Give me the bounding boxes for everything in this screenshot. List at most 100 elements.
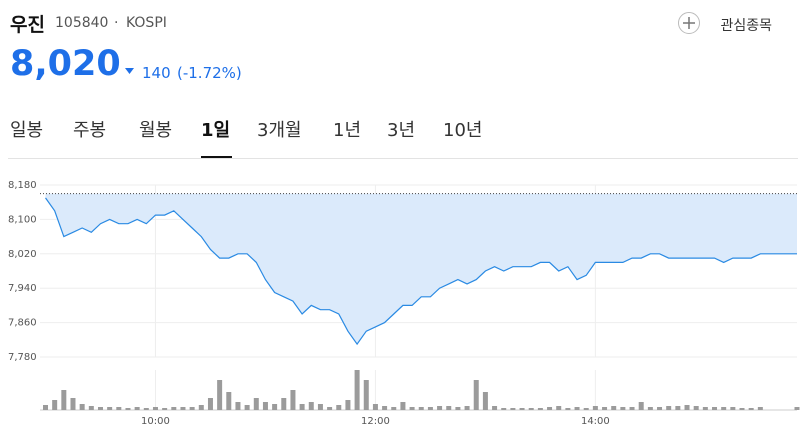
volume-bar bbox=[794, 407, 800, 410]
volume-bar bbox=[281, 398, 287, 410]
volume-bar bbox=[455, 407, 461, 410]
volume-bar bbox=[70, 398, 76, 410]
x-tick-label: 14:00 bbox=[581, 416, 610, 427]
volume-bar bbox=[52, 400, 58, 410]
volume-bar bbox=[427, 407, 433, 410]
volume-bar bbox=[253, 398, 259, 410]
tab[interactable]: 일봉 bbox=[10, 120, 44, 141]
down-arrow bbox=[125, 68, 134, 74]
volume-bar bbox=[482, 392, 488, 410]
volume-bar bbox=[336, 405, 342, 410]
volume-bar bbox=[391, 407, 397, 410]
volume-bar bbox=[464, 406, 470, 410]
volume-bar bbox=[510, 408, 516, 410]
volume-bar bbox=[647, 407, 653, 410]
volume-bar bbox=[79, 404, 85, 410]
market: KOSPI bbox=[126, 15, 167, 31]
volume-bar bbox=[134, 407, 140, 410]
volume-bar bbox=[308, 402, 314, 410]
tab-underline bbox=[201, 156, 232, 158]
volume-bar bbox=[42, 405, 48, 410]
chart: 7,780 7,860 7,940 8,020 8,100 8,180 10:00 12:00… bbox=[8, 180, 800, 427]
plus-icon bbox=[683, 17, 695, 29]
volume-bar bbox=[712, 407, 718, 410]
tab[interactable]: 월봉 bbox=[139, 120, 173, 141]
volume-bar bbox=[327, 407, 333, 410]
volume-bar bbox=[152, 407, 158, 410]
divider bbox=[8, 158, 798, 159]
volume-bar bbox=[528, 408, 534, 410]
y-tick-label: 7,780 bbox=[8, 352, 37, 363]
volume-bar bbox=[721, 407, 727, 410]
separator: · bbox=[114, 15, 119, 31]
volume-bar bbox=[739, 408, 745, 410]
volume-bar bbox=[372, 404, 378, 410]
watch-button[interactable]: 관심종목 bbox=[720, 18, 772, 34]
volume-bar bbox=[125, 408, 131, 410]
tab[interactable]: 주봉 bbox=[73, 120, 107, 141]
volume-bar bbox=[611, 406, 617, 410]
y-tick-label: 8,100 bbox=[8, 214, 37, 225]
y-tick-label: 7,940 bbox=[8, 283, 37, 294]
volume-bar bbox=[629, 407, 635, 410]
volume-bar bbox=[272, 404, 278, 410]
volume-bar bbox=[345, 400, 351, 410]
add-watch-icon[interactable] bbox=[678, 12, 700, 34]
volume-bar bbox=[363, 380, 369, 410]
volume-bar bbox=[143, 408, 149, 410]
change-pct: (-1.72%) bbox=[177, 64, 242, 82]
volume-bar bbox=[171, 407, 177, 410]
volume-bar bbox=[657, 407, 663, 410]
volume-bar bbox=[400, 402, 406, 410]
tab[interactable]: 3년 bbox=[387, 120, 416, 141]
change: 140 bbox=[142, 64, 171, 82]
volume-bar bbox=[492, 406, 498, 410]
volume-bar bbox=[382, 406, 388, 410]
volume-bar bbox=[519, 408, 525, 410]
volume-bar bbox=[730, 407, 736, 410]
tab[interactable]: 1일 bbox=[201, 120, 231, 141]
y-tick-label: 8,180 bbox=[8, 180, 37, 191]
y-tick-label: 8,020 bbox=[8, 249, 37, 260]
price: 8,020 bbox=[10, 44, 121, 84]
volume-bar bbox=[473, 380, 479, 410]
volume-bar bbox=[180, 407, 186, 410]
volume-bar bbox=[226, 392, 232, 410]
x-tick-label: 10:00 bbox=[141, 416, 170, 427]
tab[interactable]: 10년 bbox=[443, 120, 483, 141]
volume-bar bbox=[675, 406, 681, 410]
volume-bar bbox=[574, 407, 580, 410]
volume-bar bbox=[354, 370, 360, 410]
volume-bar bbox=[244, 405, 250, 410]
price-line bbox=[45, 197, 797, 346]
volume-bar bbox=[684, 405, 690, 410]
volume-bar bbox=[556, 406, 562, 410]
volume-bar bbox=[757, 407, 763, 410]
volume-bar bbox=[317, 404, 323, 410]
volume-bar bbox=[565, 408, 571, 410]
volume-bar bbox=[437, 406, 443, 410]
volume-bar bbox=[217, 380, 223, 410]
volume-bar bbox=[262, 402, 268, 410]
stock-name: 우진 bbox=[10, 14, 45, 36]
tab[interactable]: 3개월 bbox=[257, 120, 302, 141]
volume-bar bbox=[583, 408, 589, 410]
volume-bar bbox=[602, 407, 608, 410]
volume-bar bbox=[620, 407, 626, 410]
volume-bar bbox=[666, 406, 672, 410]
volume-bar bbox=[207, 398, 213, 410]
area-fill bbox=[45, 193, 798, 345]
stock-code: 105840 bbox=[55, 15, 109, 31]
volume-bar bbox=[693, 406, 699, 410]
volume-bar bbox=[88, 406, 94, 410]
volume-bar bbox=[299, 404, 305, 410]
volume-bar bbox=[189, 407, 195, 410]
tab[interactable]: 1년 bbox=[333, 120, 362, 141]
volume-bar bbox=[61, 390, 67, 410]
volume-bar bbox=[592, 406, 598, 410]
volume-bar bbox=[409, 407, 415, 410]
volume-bar bbox=[290, 390, 296, 410]
volume-bar bbox=[198, 405, 204, 410]
volume-bar bbox=[702, 407, 708, 410]
